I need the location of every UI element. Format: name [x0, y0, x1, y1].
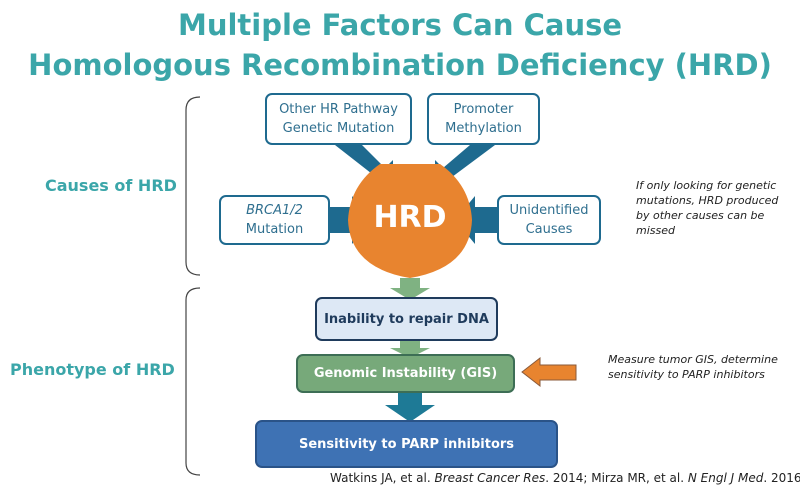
citation-b-journal: N Engl J Med: [687, 471, 764, 485]
brace-phenotype: [185, 287, 201, 476]
box-unidentified: Unidentified Causes: [497, 195, 601, 245]
citation-a-journal: Breast Cancer Res: [434, 471, 546, 485]
title-line1: Multiple Factors Can Cause: [177, 8, 623, 42]
orange-arrow: [521, 356, 577, 388]
citation-a: Watkins JA, et al.: [330, 471, 435, 485]
label-causes: Causes of HRD: [45, 176, 177, 195]
label-phenotype: Phenotype of HRD: [10, 360, 175, 379]
box-inability: Inability to repair DNA: [315, 297, 498, 341]
brca-mutation: Mutation: [245, 222, 304, 237]
citation-a-rest: . 2014; Mirza MR, et al.: [545, 471, 688, 485]
box-other-hr: Other HR Pathway Genetic Mutation: [265, 93, 412, 145]
arrow-green-1: [390, 278, 430, 300]
box-gis: Genomic Instability (GIS): [296, 354, 515, 393]
citation: Watkins JA, et al. Breast Cancer Res. 20…: [330, 471, 800, 485]
arrow-green-2: [390, 341, 430, 358]
box-promoter: Promoter Methylation: [427, 93, 540, 145]
note-genetic: If only looking for genetic mutations, H…: [636, 179, 779, 237]
brca-gene: BRCA1/2: [246, 203, 303, 218]
brace-causes: [185, 96, 201, 276]
hrd-circle: [348, 164, 472, 278]
note-gis: Measure tumor GIS, determine sensitivity…: [608, 353, 778, 381]
box-parp: Sensitivity to PARP inhibitors: [255, 420, 558, 468]
arrow-teal-3: [385, 393, 435, 422]
box-brca: BRCA1/2 Mutation: [219, 195, 330, 245]
hrd-label: HRD: [373, 200, 447, 235]
citation-b-rest: . 2016.: [763, 471, 800, 485]
title-line2: Homologous Recombination Deficiency (HRD…: [28, 48, 772, 82]
